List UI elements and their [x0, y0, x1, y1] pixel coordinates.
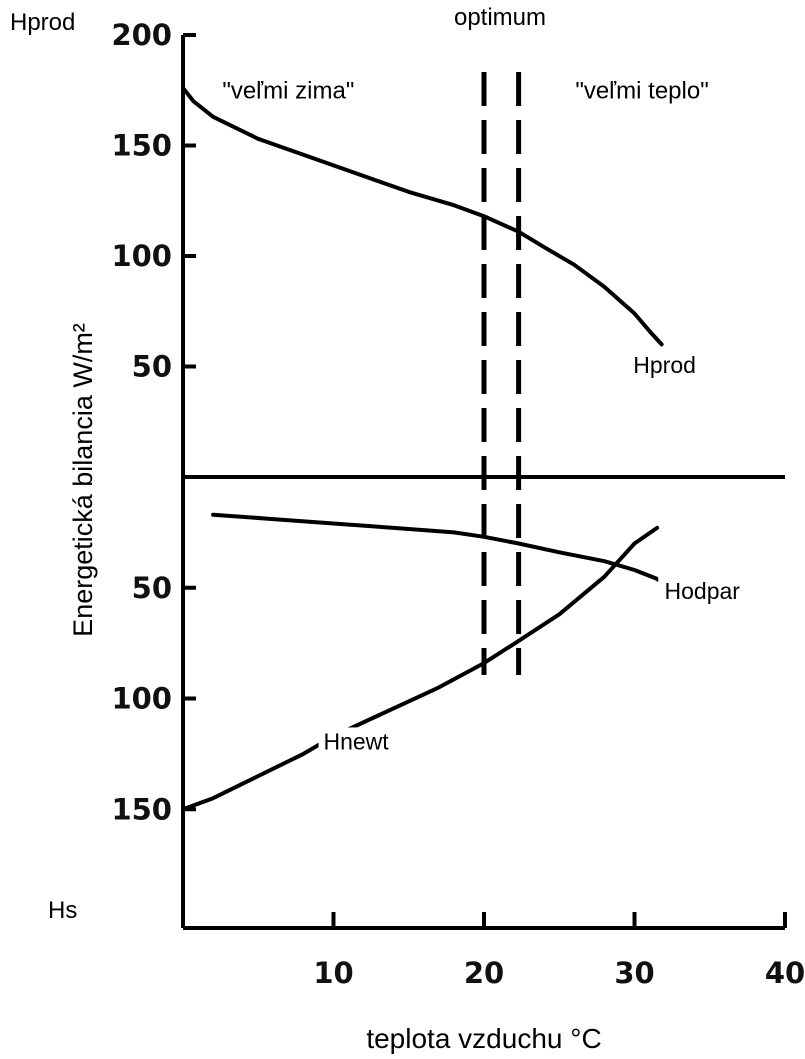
y-tick-label: 100: [111, 239, 172, 273]
x-tick-label: 30: [614, 956, 654, 990]
region-label: "veľmi zima": [222, 77, 354, 104]
optimum-band: [481, 72, 522, 675]
series-label-hprod: Hprod: [633, 352, 696, 378]
y-tick-label: 50: [132, 571, 172, 605]
y-tick-label: 200: [111, 18, 172, 52]
series-line-hprod: [181, 86, 664, 347]
y-tick-label: 150: [111, 792, 172, 826]
y-bottom-end-label: Hs: [48, 897, 77, 924]
x-axis-title: teplota vzduchu °C: [366, 1023, 601, 1054]
series-label-hnewt: Hnewt: [323, 728, 389, 754]
y-axis-title: Energetická bilancia W/m²: [68, 323, 98, 637]
series: Hprod Hodpar Hnewt "veľmi zima" "veľmi teplo…: [181, 77, 747, 812]
y-top-end-label: Hprod: [10, 9, 75, 36]
optimum-label: optimum: [454, 4, 546, 31]
series-label-hodpar: Hodpar: [665, 578, 741, 604]
x-tick-label: 40: [765, 956, 805, 990]
y-tick-label: 150: [111, 129, 172, 163]
ticks: 10 20 30 40 200 150 100 50 50 100 150: [111, 18, 805, 990]
series-label-bg: [318, 727, 394, 758]
x-tick-label: 10: [313, 956, 353, 990]
series-label-bg: [627, 351, 703, 382]
y-tick-label: 100: [111, 682, 172, 716]
series-line-hodpar: [211, 512, 672, 590]
series-label-bg: [658, 576, 747, 607]
x-tick-label: 20: [464, 956, 504, 990]
y-tick-label: 50: [132, 350, 172, 384]
region-label: "veľmi teplo": [575, 77, 708, 104]
series-line-hnewt: [181, 525, 660, 812]
